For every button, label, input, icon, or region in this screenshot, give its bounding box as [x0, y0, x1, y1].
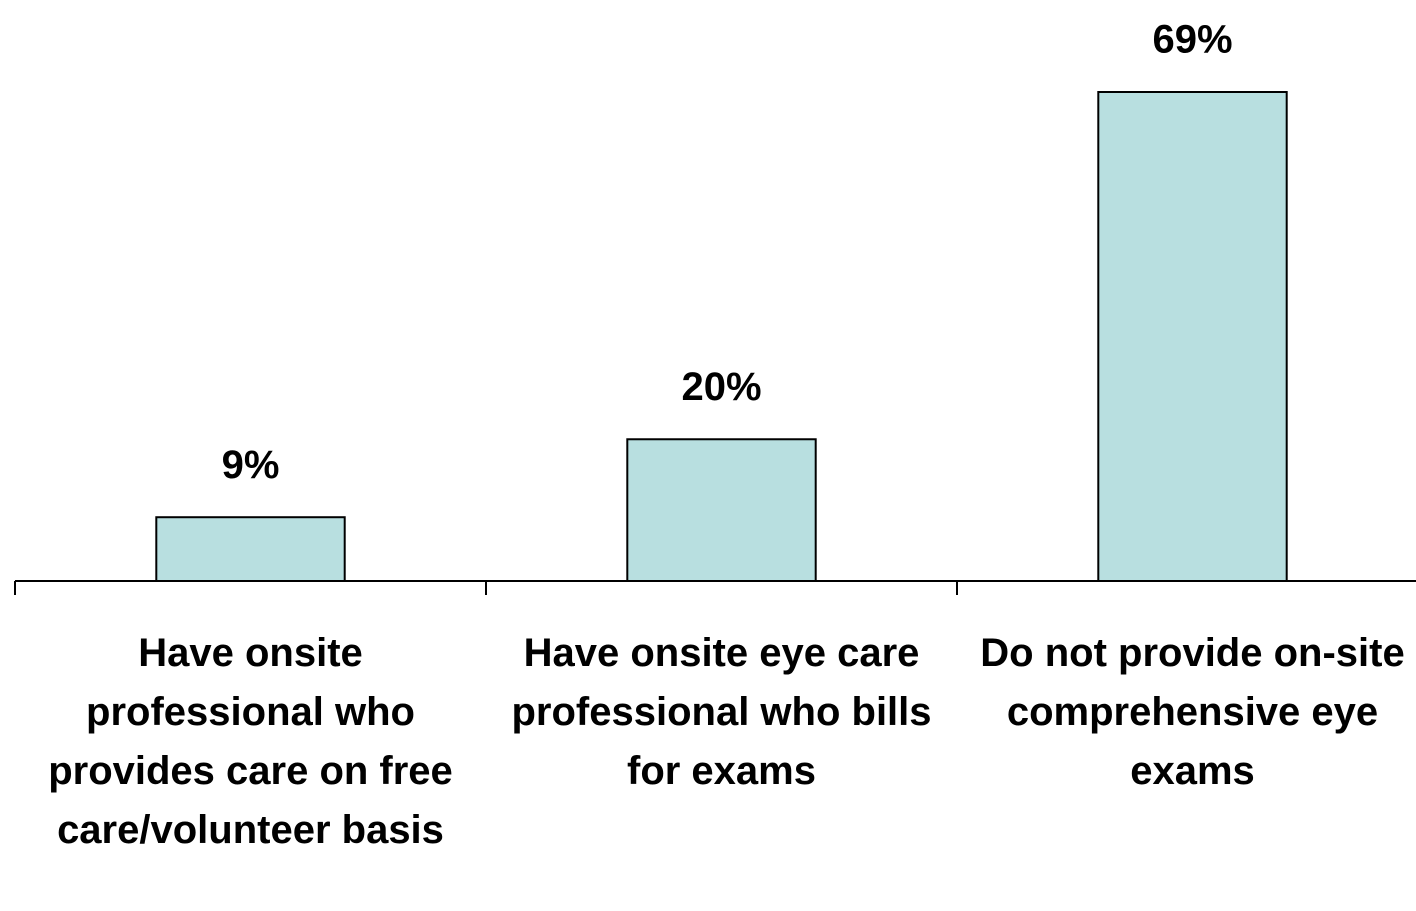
label-line: Have onsite eye care: [524, 631, 920, 675]
x-tick-label: Have onsite eye care professional who bil…: [511, 631, 931, 793]
bar: [1097, 91, 1288, 582]
label-line: provides care on free: [48, 749, 453, 793]
data-label: 20%: [681, 365, 761, 409]
label-line: care/volunteer basis: [57, 808, 444, 852]
x-tick-label: Have onsite professional who provides care…: [48, 631, 453, 852]
x-tick-label: Do not provide on-site comprehensive eye e…: [980, 631, 1404, 793]
label-line: comprehensive eye: [1007, 690, 1378, 734]
label-line: Have onsite: [138, 631, 363, 675]
label-line: Do not provide on-site: [980, 631, 1404, 675]
label-line: exams: [1130, 749, 1255, 793]
label-line: professional who: [86, 690, 415, 734]
label-line: for exams: [627, 749, 816, 793]
bar: [155, 516, 346, 583]
label-line: professional who bills: [511, 690, 931, 734]
data-label: 69%: [1152, 18, 1232, 62]
data-label: 9%: [222, 443, 280, 487]
bar: [626, 438, 817, 582]
